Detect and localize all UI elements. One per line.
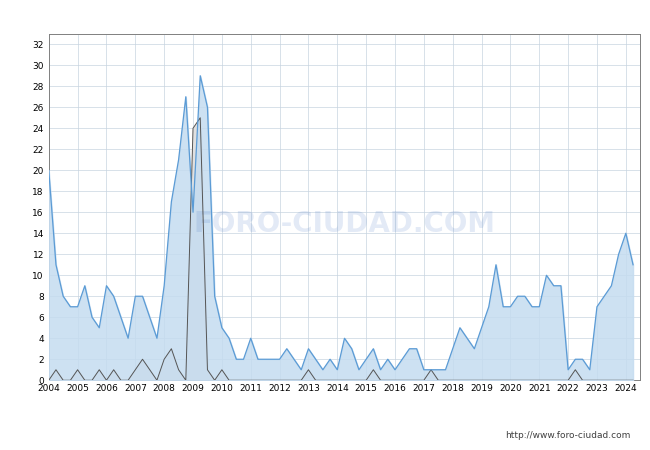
Text: FORO-CIUDAD.COM: FORO-CIUDAD.COM <box>194 210 495 238</box>
Text: Mondéjar - Evolucion del Nº de Transacciones Inmobiliarias: Mondéjar - Evolucion del Nº de Transacci… <box>81 11 569 27</box>
Text: http://www.foro-ciudad.com: http://www.foro-ciudad.com <box>505 431 630 440</box>
